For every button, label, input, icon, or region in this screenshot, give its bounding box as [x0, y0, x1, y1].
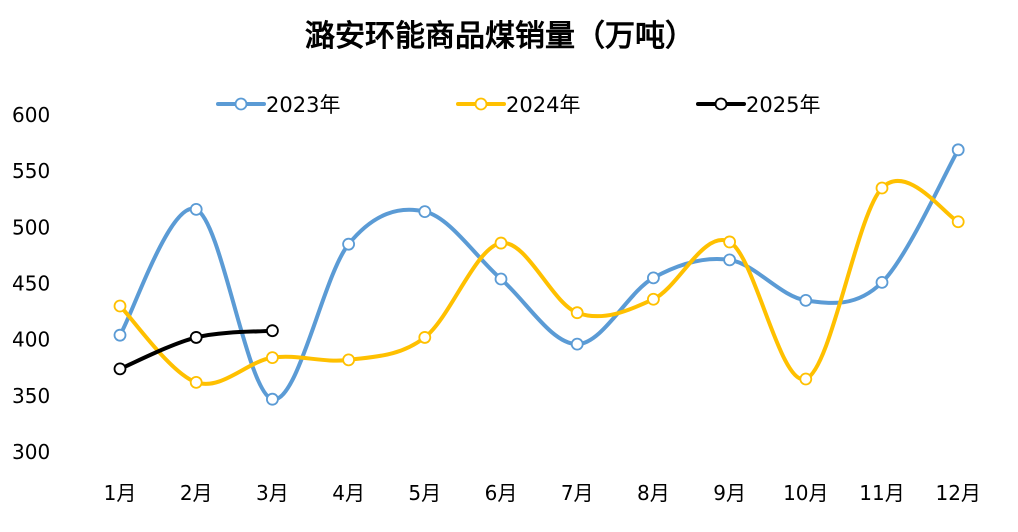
- data-point: [342, 237, 356, 251]
- data-point: [570, 337, 584, 351]
- legend-swatch-marker: [474, 97, 488, 111]
- x-tick-label: 7月: [561, 481, 594, 505]
- y-tick-label: 400: [12, 328, 50, 352]
- legend-label: 2025年: [746, 93, 820, 117]
- x-tick-label: 10月: [783, 481, 828, 505]
- data-point: [265, 392, 279, 406]
- data-point: [189, 375, 203, 389]
- x-tick-label: 12月: [935, 481, 980, 505]
- data-point: [113, 299, 127, 313]
- data-point: [418, 331, 432, 344]
- data-point: [265, 351, 279, 365]
- data-point: [265, 324, 279, 338]
- legend-label: 2024年: [506, 93, 580, 117]
- data-point: [799, 293, 813, 307]
- data-point: [570, 306, 584, 320]
- chart-title: 潞安环能商品煤销量（万吨）: [305, 19, 695, 54]
- x-tick-label: 5月: [408, 481, 441, 505]
- legend-swatch-marker: [714, 97, 728, 111]
- y-axis: 300 350 400 450 500 550 600: [12, 103, 50, 464]
- x-tick-label: 6月: [485, 481, 518, 505]
- data-point: [494, 272, 508, 286]
- series-2024年: [113, 178, 965, 389]
- legend-label: 2023年: [266, 93, 340, 117]
- data-point: [189, 202, 203, 216]
- data-point: [418, 205, 432, 219]
- data-point: [189, 331, 203, 344]
- y-tick-label: 550: [12, 159, 50, 183]
- data-point: [875, 181, 889, 195]
- x-tick-label: 1月: [104, 481, 137, 505]
- x-tick-label: 11月: [859, 481, 904, 505]
- y-tick-label: 500: [12, 215, 50, 239]
- x-axis: 1月 2月 3月 4月 5月 6月 7月 8月 9月 10月 11月 12月: [104, 481, 981, 505]
- series-2023年: [113, 143, 965, 406]
- data-point: [723, 235, 736, 249]
- x-tick-label: 4月: [332, 481, 365, 505]
- data-point: [723, 253, 736, 267]
- x-tick-label: 9月: [713, 481, 746, 505]
- data-point: [799, 372, 813, 386]
- data-point: [113, 328, 127, 342]
- legend-item: 2024年: [456, 93, 580, 117]
- series-2025年: [113, 324, 279, 376]
- x-tick-label: 8月: [637, 481, 670, 505]
- legend-item: 2025年: [696, 93, 820, 117]
- x-tick-label: 3月: [256, 481, 289, 505]
- data-point: [875, 275, 889, 289]
- legend: 2023年 2024年 2025年: [216, 93, 820, 117]
- data-point: [951, 215, 965, 229]
- y-tick-label: 600: [12, 103, 50, 127]
- data-point: [494, 236, 508, 250]
- y-tick-label: 350: [12, 384, 50, 408]
- data-point: [647, 292, 660, 306]
- series-line: [118, 178, 961, 386]
- legend-swatch-marker: [234, 97, 248, 111]
- x-tick-label: 2月: [180, 481, 213, 505]
- data-point: [113, 362, 127, 376]
- y-tick-label: 450: [12, 272, 50, 296]
- y-tick-label: 300: [12, 440, 50, 464]
- plot-area: [113, 143, 965, 406]
- data-point: [951, 143, 965, 157]
- legend-item: 2023年: [216, 93, 340, 117]
- data-point: [647, 271, 660, 285]
- data-point: [342, 353, 356, 367]
